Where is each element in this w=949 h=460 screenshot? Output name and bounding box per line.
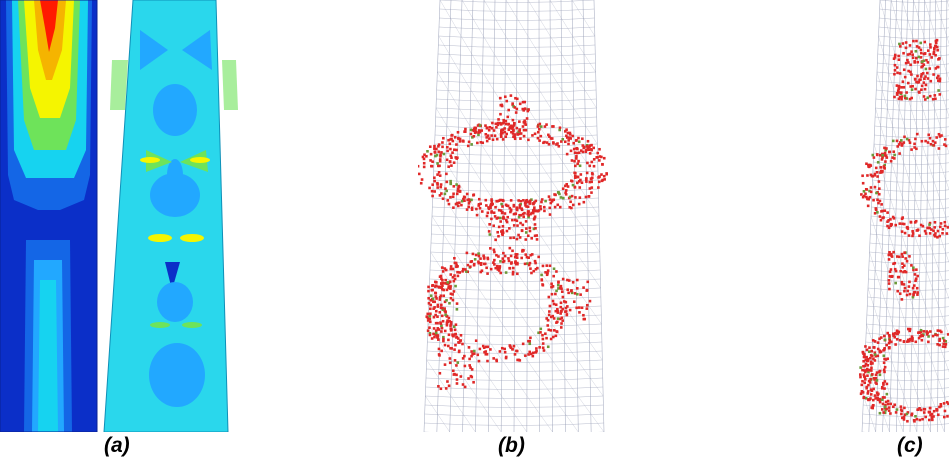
contour-plot-svg [0, 0, 238, 432]
panel-c-crack-pattern [858, 0, 949, 432]
wireframe-mesh [861, 0, 949, 432]
crack-mesh-svg-b [418, 0, 608, 432]
crack-markers [418, 94, 608, 391]
crack-markers [859, 38, 949, 423]
right-contour-column [103, 0, 238, 432]
caption-b: (b) [498, 434, 525, 457]
wireframe-mesh [423, 0, 605, 432]
panel-a-contour-plots [0, 0, 240, 432]
caption-a: (a) [104, 434, 130, 457]
panel-b-crack-pattern [418, 0, 608, 432]
left-contour-column [0, 0, 98, 432]
caption-c: (c) [897, 434, 923, 457]
crack-mesh-svg-c [859, 0, 949, 432]
